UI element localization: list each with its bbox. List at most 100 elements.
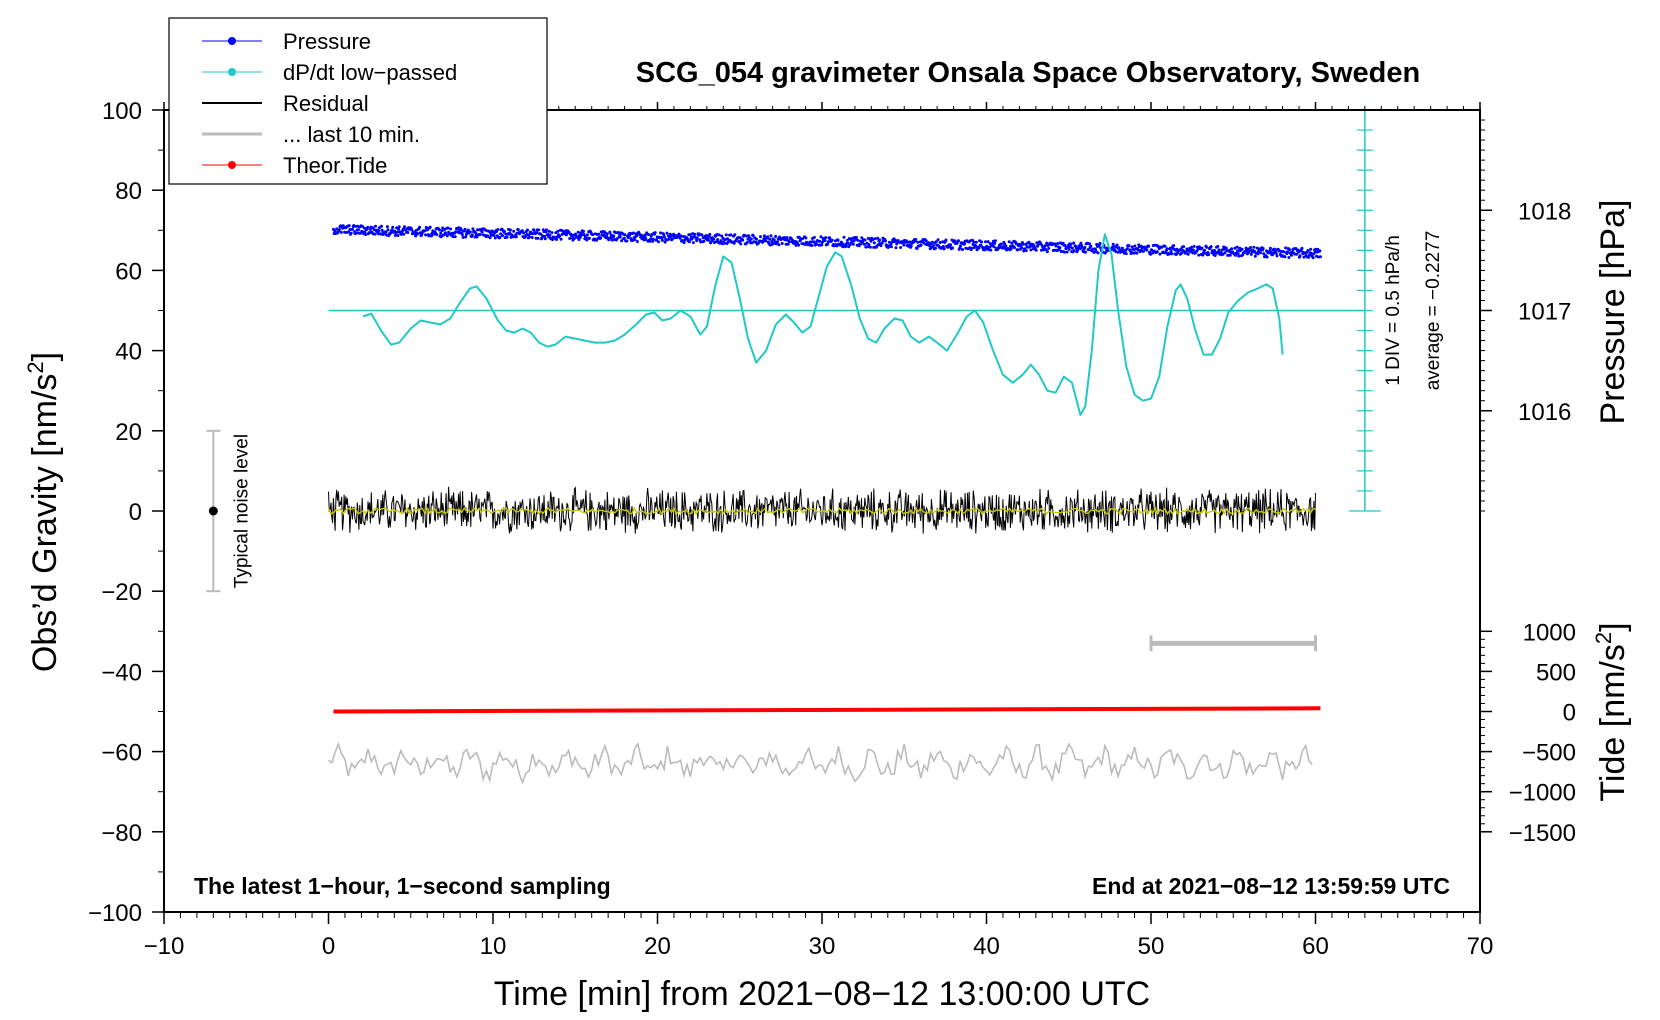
legend: Pressure dP/dt low−passed Residual ... last…	[168, 17, 548, 185]
legend-item: dP/dt low−passed	[202, 60, 457, 85]
pressure-point	[959, 244, 962, 248]
pressure-point	[873, 237, 877, 241]
pressure-point	[1284, 246, 1288, 250]
pressure-point	[1190, 245, 1193, 249]
pressure-point	[602, 234, 606, 238]
pressure-point	[374, 224, 377, 228]
pressure-point	[385, 225, 389, 229]
pressure-point	[826, 242, 830, 246]
pressure-point	[1072, 249, 1076, 253]
pressure-point	[915, 247, 919, 250]
pressure-point	[391, 225, 395, 229]
legend-swatch-dot	[228, 37, 236, 45]
y-tick-label: 20	[115, 419, 142, 446]
dpdt-average-label: average = −0.2277	[1423, 231, 1444, 391]
pressure-point	[615, 237, 619, 241]
pressure-point	[1043, 244, 1047, 248]
pressure-point	[938, 241, 942, 244]
pressure-point	[1164, 251, 1168, 255]
pressure-point	[530, 236, 534, 239]
pressure-point	[560, 232, 564, 236]
legend-label: dP/dt low−passed	[283, 60, 457, 85]
pressure-point	[368, 227, 372, 231]
pressure-point	[1045, 241, 1049, 245]
y-tick-label: −60	[101, 740, 142, 767]
pressure-point	[1170, 252, 1174, 256]
pressure-point	[1010, 241, 1014, 245]
pressure-point	[974, 240, 978, 244]
pressure-point	[1020, 246, 1024, 250]
pressure-point	[934, 240, 938, 244]
pressure-point	[547, 229, 551, 233]
y-axis-ticks: 100 80 60 40 20 0 −20 −40 −60 −80 −100	[88, 98, 164, 927]
pressure-point	[396, 234, 400, 237]
pressure-point	[468, 230, 472, 234]
pressure-point	[1054, 244, 1058, 248]
pressure-point	[373, 232, 377, 236]
pressure-point	[693, 232, 697, 236]
y-tick-label: −100	[88, 900, 142, 927]
pressure-point	[1282, 250, 1286, 254]
pressure-point	[785, 236, 789, 240]
pressure-point	[712, 237, 716, 241]
pressure-point	[1216, 245, 1220, 248]
pressure-point	[655, 238, 658, 242]
pressure-point	[932, 243, 935, 247]
pressure-point	[848, 243, 852, 247]
pressure-point	[845, 238, 849, 242]
pressure-point	[599, 236, 603, 240]
pressure-point	[819, 235, 823, 239]
pressure-point	[909, 244, 913, 248]
pressure-point	[647, 233, 651, 237]
pressure-point	[867, 243, 871, 247]
pressure-point	[942, 247, 946, 251]
pressure-point	[514, 235, 518, 239]
pressure-point	[608, 230, 612, 234]
x-tick-label: 70	[1467, 933, 1494, 960]
pressure-tick-label: 1016	[1518, 399, 1571, 426]
tide-tick-label: 0	[1563, 700, 1576, 727]
pressure-point	[1283, 255, 1287, 259]
pressure-point	[1067, 247, 1071, 251]
pressure-point	[522, 231, 526, 235]
pressure-point	[1318, 249, 1322, 253]
pressure-point	[337, 228, 341, 232]
pressure-point	[695, 239, 699, 243]
pressure-point	[751, 234, 755, 237]
pressure-point	[801, 237, 805, 241]
pressure-point	[635, 234, 639, 238]
pressure-point	[687, 240, 691, 244]
pressure-point	[824, 236, 828, 240]
pressure-point	[1205, 245, 1209, 249]
pressure-point	[505, 235, 509, 239]
pressure-point	[993, 241, 997, 245]
pressure-point	[1235, 245, 1239, 249]
pressure-point	[729, 233, 733, 237]
pressure-point	[678, 236, 682, 240]
pressure-point	[418, 225, 422, 229]
pressure-point	[347, 224, 351, 228]
pressure-point	[856, 238, 860, 242]
pressure-point	[470, 233, 474, 237]
pressure-point	[766, 235, 770, 239]
pressure-point	[1069, 242, 1073, 246]
pressure-point	[360, 224, 364, 228]
noise-level-label: Typical noise level	[231, 434, 252, 588]
pressure-point	[633, 238, 637, 242]
pressure-point	[440, 229, 444, 233]
pressure-point	[1253, 254, 1257, 258]
pressure-point	[1098, 241, 1102, 245]
pressure-tick-label: 1018	[1518, 198, 1571, 225]
pressure-point	[1274, 251, 1278, 255]
pressure-point	[535, 231, 539, 235]
x-axis-title: Time [min] from 2021−08−12 13:00:00 UTC	[494, 975, 1150, 1013]
pressure-point	[780, 242, 784, 245]
pressure-point	[1192, 244, 1196, 248]
pressure-point	[830, 238, 834, 242]
pressure-point	[852, 239, 856, 243]
pressure-point	[1197, 253, 1201, 257]
pressure-point	[397, 225, 401, 229]
pressure-point	[446, 226, 450, 230]
data-series	[327, 224, 1365, 785]
pressure-point	[347, 230, 351, 234]
